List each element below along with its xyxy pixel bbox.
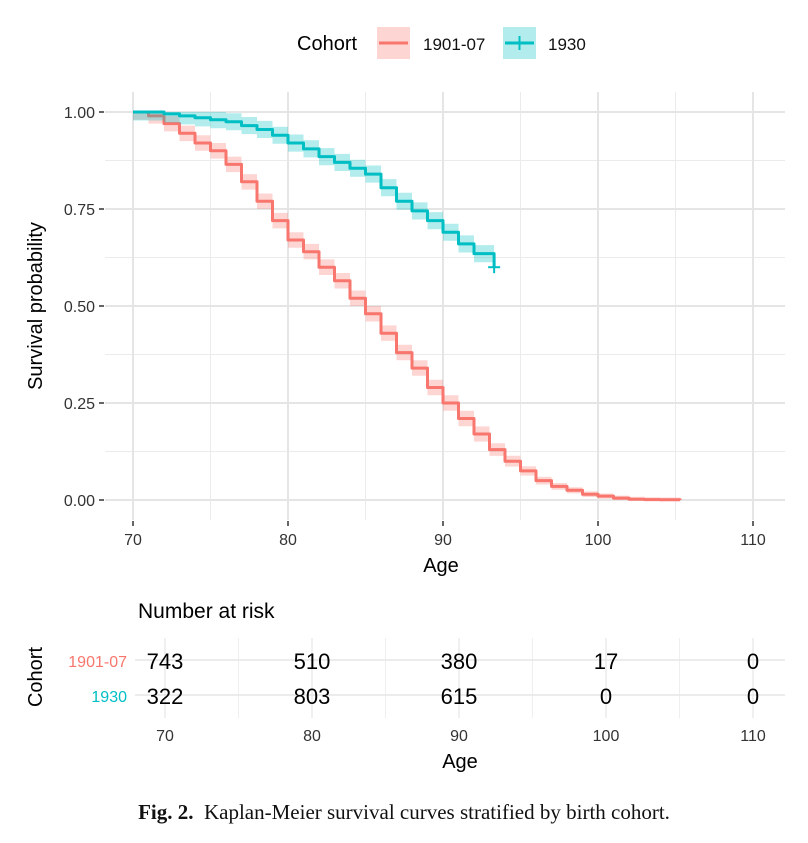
y-axis-title: Survival probability (25, 222, 47, 390)
y-tick-label: 0.50 (64, 299, 95, 316)
risk-cell: 743 (147, 649, 184, 674)
risk-row-1901-07: 1901-07 743 510 380 17 0 (68, 649, 759, 674)
survival-curve (133, 110, 496, 268)
risk-row-label: 1930 (91, 689, 127, 706)
series-1930 (132, 110, 501, 276)
legend-label: 1901-07 (423, 35, 485, 54)
legend-entry-1901-07: 1901-07 (377, 27, 485, 59)
survival-curve (133, 110, 682, 502)
risk-cell: 17 (594, 649, 618, 674)
risk-x-tick-label: 70 (156, 728, 174, 745)
y-tick-label: 0.00 (64, 493, 95, 510)
caption-text: Kaplan-Meier survival curves stratified … (203, 800, 670, 824)
risk-row-1930: 1930 322 803 615 0 0 (91, 684, 759, 709)
legend-title: Cohort (297, 33, 357, 55)
risk-cell: 0 (600, 684, 612, 709)
y-tick-label: 0.75 (64, 202, 95, 219)
figure-caption: Fig. 2. Kaplan-Meier survival curves str… (0, 800, 808, 825)
risk-row-label: 1901-07 (68, 654, 127, 671)
risk-cell: 0 (747, 684, 759, 709)
risk-x-tick-label: 90 (450, 728, 468, 745)
risk-x-tick-label: 100 (593, 728, 620, 745)
risk-cell: 803 (294, 684, 331, 709)
legend: Cohort 1901-07 1930 (297, 27, 586, 59)
x-tick-label: 80 (279, 532, 297, 549)
risk-cell: 322 (147, 684, 184, 709)
x-tick-label: 70 (124, 532, 142, 549)
chart: Cohort 1901-07 1930 0.00 0.25 0.50 0.75 1.00 70… (25, 27, 785, 773)
y-tick-label: 1.00 (64, 105, 95, 122)
risk-cell: 380 (441, 649, 478, 674)
plot-panel: 0.00 0.25 0.50 0.75 1.00 70 80 90 100 110 Age Survi… (25, 92, 785, 577)
risk-table: Number at risk 1901-07 743 510 380 17 0 1930 322… (25, 600, 785, 773)
x-axis-title: Age (423, 555, 459, 577)
y-tick-label: 0.25 (64, 396, 95, 413)
risk-x-tick-label: 80 (303, 728, 321, 745)
caption-label: Fig. 2. (138, 800, 194, 824)
risk-x-axis-title: Age (442, 751, 478, 773)
risk-cell: 615 (441, 684, 478, 709)
confidence-band (133, 112, 681, 500)
risk-y-axis-title: Cohort (25, 647, 47, 707)
risk-table-title: Number at risk (138, 600, 275, 623)
risk-cell: 510 (294, 649, 331, 674)
risk-cell: 0 (747, 649, 759, 674)
x-tick-label: 110 (740, 532, 766, 549)
confidence-band (133, 112, 495, 276)
legend-entry-1930: 1930 (503, 27, 586, 59)
legend-label: 1930 (548, 35, 586, 54)
risk-x-tick-label: 110 (740, 728, 766, 745)
x-tick-label: 100 (585, 532, 612, 549)
x-tick-label: 90 (434, 532, 452, 549)
